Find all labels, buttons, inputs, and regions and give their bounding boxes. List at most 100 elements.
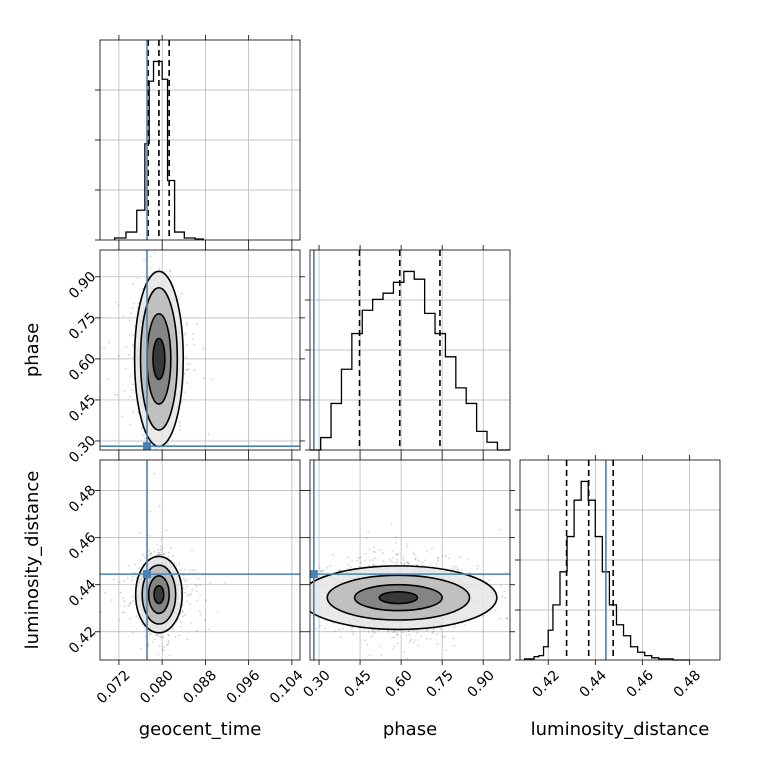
density-level <box>154 585 164 604</box>
sample-point <box>124 367 127 370</box>
sample-point <box>156 543 158 546</box>
histogram-phase <box>310 270 510 451</box>
sample-point <box>139 559 142 562</box>
sample-point <box>392 557 394 559</box>
sample-point <box>148 534 151 537</box>
sample-point <box>128 319 131 322</box>
sample-point <box>180 292 183 295</box>
sample-point <box>159 549 162 552</box>
sample-point <box>395 541 398 544</box>
sample-point <box>167 634 170 637</box>
sample-point <box>149 553 152 555</box>
sample-point <box>436 643 439 646</box>
sample-point <box>306 581 308 583</box>
sample-point <box>372 563 375 566</box>
sample-point <box>119 591 122 594</box>
sample-point <box>275 585 277 587</box>
sample-point <box>131 595 134 598</box>
sample-point <box>173 562 176 564</box>
sample-point <box>190 621 193 624</box>
sample-point <box>195 590 198 592</box>
sample-point <box>179 452 181 454</box>
sample-point <box>103 346 106 349</box>
sample-point <box>183 591 186 594</box>
sample-point <box>129 602 132 605</box>
sample-point <box>464 624 467 626</box>
sample-point <box>156 634 158 637</box>
sample-point <box>153 251 156 254</box>
sample-point <box>352 631 355 633</box>
sample-point <box>131 343 134 346</box>
sample-point <box>158 243 160 245</box>
sample-point <box>150 551 153 554</box>
sample-point <box>167 643 169 646</box>
sample-point <box>414 558 417 561</box>
sample-point <box>158 267 161 270</box>
sample-point <box>207 433 210 436</box>
sample-point <box>162 553 165 555</box>
sample-point <box>583 579 585 581</box>
sample-point <box>171 555 174 558</box>
sample-point <box>158 553 161 556</box>
sample-point <box>189 569 192 572</box>
histogram-luminosity_distance <box>524 480 690 661</box>
sample-point <box>443 636 446 639</box>
sample-point <box>444 554 447 557</box>
panel-geocent_time-phase <box>100 243 300 473</box>
sample-point <box>149 553 152 555</box>
sample-point <box>132 345 135 348</box>
grid-lines <box>100 40 300 240</box>
sample-point <box>132 283 134 286</box>
sample-point <box>153 551 156 553</box>
sample-point <box>185 344 188 346</box>
sample-point <box>149 510 152 513</box>
sample-point <box>191 333 194 335</box>
sample-point <box>186 600 188 603</box>
sample-point <box>131 388 133 391</box>
sample-point <box>207 628 210 631</box>
histogram-geocent_time <box>113 60 204 240</box>
sample-point <box>387 630 390 633</box>
sample-point <box>134 563 136 566</box>
sample-point <box>132 575 135 578</box>
sample-point <box>188 594 191 597</box>
sample-point <box>457 568 460 571</box>
sample-point <box>379 645 381 648</box>
sample-point <box>148 554 151 557</box>
sample-point <box>123 389 126 392</box>
sample-point <box>159 636 162 638</box>
sample-point <box>197 577 200 580</box>
sample-point <box>131 631 134 634</box>
sample-point <box>147 644 150 647</box>
sample-point <box>183 373 186 375</box>
sample-point <box>186 369 189 371</box>
sample-point <box>156 554 159 556</box>
panel-frame <box>99 459 301 661</box>
sample-point <box>534 608 536 610</box>
sample-point <box>359 556 362 559</box>
sample-point <box>142 434 145 437</box>
sample-point <box>179 467 181 469</box>
sample-point <box>143 556 146 559</box>
sample-point <box>174 636 177 638</box>
sample-point <box>191 589 194 592</box>
sample-point <box>131 578 133 581</box>
sample-point <box>148 471 150 473</box>
sample-point <box>163 553 166 556</box>
sample-point <box>294 610 296 612</box>
sample-point <box>160 553 162 556</box>
sample-point <box>100 610 102 613</box>
sample-point <box>186 363 189 365</box>
sample-point <box>116 394 118 397</box>
sample-point <box>183 391 186 394</box>
sample-point <box>199 594 202 596</box>
sample-point <box>168 654 171 657</box>
sample-point <box>143 626 145 628</box>
sample-point <box>122 597 125 600</box>
sample-point <box>199 583 201 586</box>
sample-point <box>123 605 126 608</box>
sample-point <box>196 584 198 587</box>
sample-point <box>128 333 131 336</box>
sample-point <box>183 587 185 590</box>
sample-point <box>186 382 189 384</box>
